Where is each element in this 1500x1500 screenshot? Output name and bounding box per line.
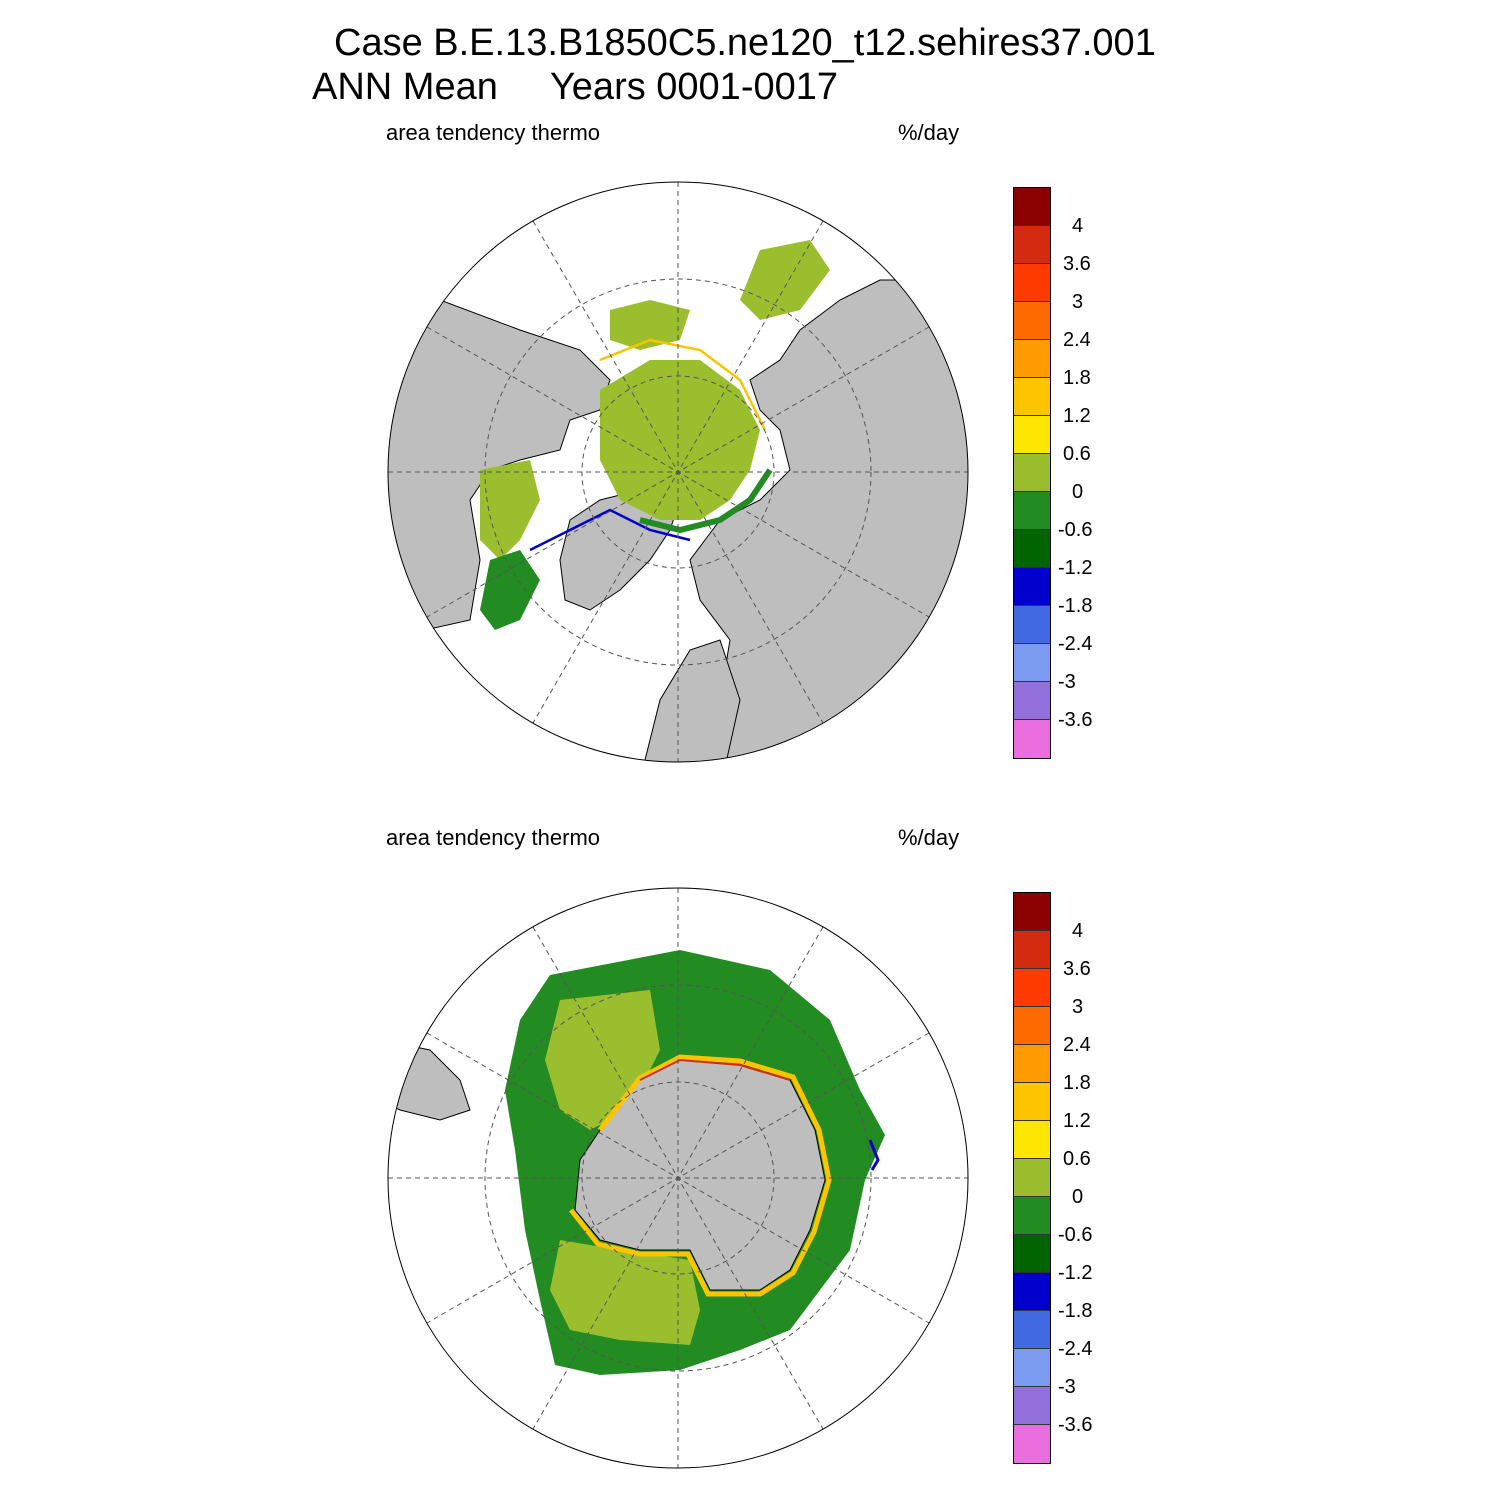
north-colorbar-tick-label: -0.6 [1058, 519, 1093, 541]
south-coastal-band [569, 1054, 832, 1297]
north-map-border [387, 181, 969, 763]
north-ice-edge-warm [599, 338, 767, 431]
south-colorbar-tick-label: -3 [1058, 1376, 1076, 1398]
north-colorbar-swatch [1014, 264, 1050, 302]
north-colorbar-swatch [1014, 606, 1050, 644]
south-colorbar-tick-label: 0.6 [1063, 1148, 1091, 1170]
south-colorbar-swatch [1014, 1235, 1050, 1273]
north-colorbar-tick-label: -3.6 [1058, 709, 1093, 731]
north-ice-labrador [480, 550, 540, 630]
north-colorbar-swatch [1014, 302, 1050, 340]
north-colorbar-swatch [1014, 644, 1050, 682]
south-colorbar-swatch [1014, 1045, 1050, 1083]
south-colorbar-swatch [1014, 1159, 1050, 1197]
south-colorbar-tick-label: 2.4 [1063, 1034, 1091, 1056]
north-ice-central [600, 360, 760, 520]
south-colorbar-swatch [1014, 1387, 1050, 1425]
south-colorbar-swatch [1014, 1083, 1050, 1121]
north-colorbar-swatch [1014, 530, 1050, 568]
north-ice-okhotsk [740, 240, 830, 320]
north-colorbar-swatch [1014, 568, 1050, 606]
south-colorbar-swatch [1014, 1311, 1050, 1349]
south-colorbar-tick-label: 1.8 [1063, 1072, 1091, 1094]
south-colorbar-swatch [1014, 969, 1050, 1007]
south-colorbar-tick-label: -0.6 [1058, 1224, 1093, 1246]
south-colorbar-swatch [1014, 1197, 1050, 1235]
north-land-europe [639, 639, 741, 762]
south-blue-streak [868, 1139, 880, 1171]
south-colorbar-tick-label: -3.6 [1058, 1414, 1093, 1436]
north-land-americas [388, 299, 611, 641]
south-panel-units-label: %/day [898, 825, 960, 850]
south-colorbar-tick-label: 3 [1072, 996, 1084, 1018]
north-ice-bering [610, 300, 690, 350]
south-colorbar-tick-label: -2.4 [1058, 1338, 1093, 1360]
south-colorbar-tick-label: 1.2 [1063, 1110, 1091, 1132]
south-colorbar-tick-label: 3.6 [1063, 958, 1091, 980]
north-panel-units-label: %/day [898, 120, 960, 145]
north-colorbar-tick-label: 4 [1072, 215, 1084, 237]
north-colorbar-tick-label: -3 [1058, 671, 1076, 693]
north-panel-variable-label: area tendency thermo [386, 120, 601, 145]
north-ice-hudson [480, 460, 540, 560]
north-colorbar-tick-label: 1.8 [1063, 367, 1091, 389]
south-colorbar-swatch [1014, 893, 1050, 931]
north-colorbar-swatch [1014, 682, 1050, 720]
south-panel-variable-label: area tendency thermo [386, 825, 601, 850]
south-colorbar [1013, 892, 1051, 1464]
south-colorbar-tick-label: -1.2 [1058, 1262, 1093, 1284]
figure-title-line1: Case B.E.13.B1850C5.ne120_t12.sehires37.… [334, 22, 1156, 64]
north-colorbar-tick-label: 3 [1072, 291, 1084, 313]
south-colorbar-tick-label: -1.8 [1058, 1300, 1093, 1322]
north-colorbar-tick-label: 3.6 [1063, 253, 1091, 275]
south-graticule [388, 888, 968, 1468]
north-colorbar-swatch [1014, 340, 1050, 378]
north-graticule [388, 182, 968, 762]
north-colorbar-tick-label: -1.2 [1058, 557, 1093, 579]
south-colorbar-swatch [1014, 1007, 1050, 1045]
south-colorbar-swatch [1014, 1349, 1050, 1387]
north-polar-map [388, 182, 968, 762]
north-colorbar-swatch [1014, 416, 1050, 454]
north-colorbar-swatch [1014, 188, 1050, 226]
north-colorbar-tick-label: 0 [1072, 481, 1084, 503]
north-colorbar-swatch [1014, 226, 1050, 264]
north-colorbar-tick-label: 0.6 [1063, 443, 1091, 465]
south-coastal-red [639, 1058, 791, 1081]
north-colorbar-swatch [1014, 720, 1050, 758]
south-colorbar-tick-label: 0 [1072, 1186, 1084, 1208]
south-map-border [387, 887, 969, 1469]
north-colorbar-swatch [1014, 492, 1050, 530]
north-colorbar-swatch [1014, 454, 1050, 492]
south-ice-inner-2 [550, 1240, 700, 1345]
north-ice-edge-blue [529, 508, 691, 552]
north-colorbar-swatch [1014, 378, 1050, 416]
figure-title-line2: ANN Mean Years 0001-0017 [312, 66, 839, 108]
north-colorbar-tick-label: -1.8 [1058, 595, 1093, 617]
north-colorbar-tick-label: 2.4 [1063, 329, 1091, 351]
south-colorbar-swatch [1014, 1273, 1050, 1311]
north-colorbar-tick-label: 1.2 [1063, 405, 1091, 427]
south-colorbar-tick-label: 4 [1072, 920, 1084, 942]
south-polar-map [388, 888, 968, 1468]
north-colorbar [1013, 187, 1051, 759]
north-ice-edge-east [639, 468, 773, 534]
south-colorbar-swatch [1014, 1425, 1050, 1463]
north-colorbar-tick-label: -2.4 [1058, 633, 1093, 655]
south-colorbar-swatch [1014, 931, 1050, 969]
south-colorbar-swatch [1014, 1121, 1050, 1159]
